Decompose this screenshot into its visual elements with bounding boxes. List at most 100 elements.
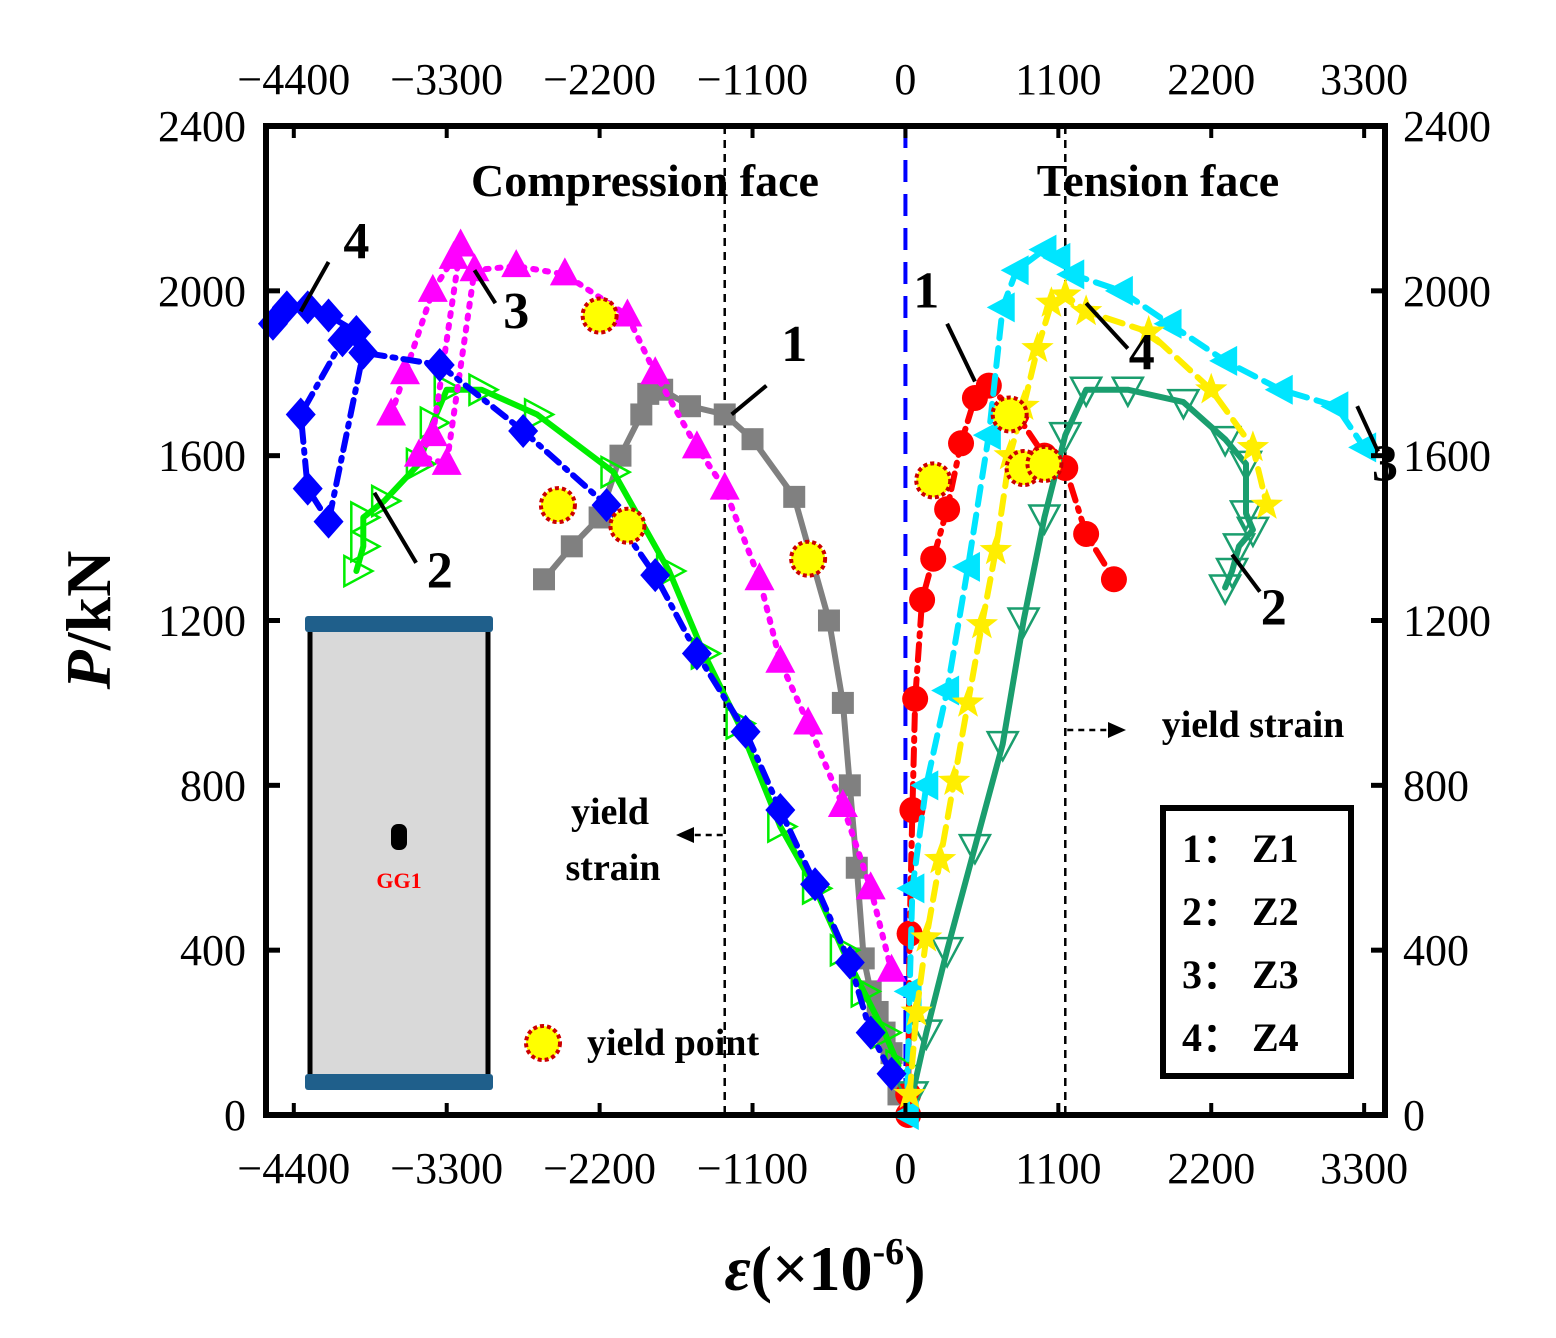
yield-point-7 xyxy=(1025,444,1064,483)
data-point-t1-15 xyxy=(1100,566,1127,593)
y-tick-label-left-4: 1600 xyxy=(158,432,246,481)
data-point-t3-12 xyxy=(1104,275,1133,306)
data-point-c3-7 xyxy=(431,446,462,475)
data-point-c2-8 xyxy=(523,397,556,432)
data-point-t4-1 xyxy=(900,995,933,1026)
y-tick-label-right-6: 2400 xyxy=(1403,102,1491,151)
y-tick-label-left-1: 400 xyxy=(180,926,246,975)
x-tick-label-bottom-4: 0 xyxy=(894,1144,916,1193)
data-point-c1-11 xyxy=(817,609,840,632)
data-point-c4-1 xyxy=(271,290,302,325)
x-tick-label-bottom-6: 2200 xyxy=(1167,1144,1255,1193)
legend-entry-1: 1： Z1 xyxy=(1182,826,1299,871)
data-point-t1-6 xyxy=(920,545,947,572)
data-point-t2-16 xyxy=(1215,557,1250,590)
legend: 1： Z1 2： Z2 3： Z3 4： Z4 xyxy=(1160,805,1354,1079)
data-point-c3-4 xyxy=(445,228,476,257)
data-point-c3-12 xyxy=(640,356,671,385)
data-point-t2-15 xyxy=(1221,533,1257,565)
x-tick-label-bottom-2: −2200 xyxy=(543,1144,656,1193)
data-point-c1-9 xyxy=(741,428,764,451)
data-point-t1-7 xyxy=(934,496,961,523)
data-point-c4-20 xyxy=(876,1056,907,1091)
series-line-t4 xyxy=(906,292,1270,1098)
x-tick-label-top-6: 2200 xyxy=(1167,55,1255,104)
series-label-leader-2 xyxy=(472,269,498,305)
data-point-c3-1 xyxy=(390,356,421,385)
data-point-c1-0 xyxy=(533,568,556,591)
data-point-t1-4 xyxy=(902,685,929,712)
series-label-0: 1 xyxy=(781,316,807,373)
tension-face-label: Tension face xyxy=(1037,155,1279,206)
data-point-c4-11 xyxy=(508,413,539,448)
data-point-t3-7 xyxy=(986,292,1015,323)
data-point-t3-1 xyxy=(893,976,922,1007)
legend-box xyxy=(1160,805,1354,1079)
y-axis-label: P/kN xyxy=(53,551,124,691)
series-label-leader-3 xyxy=(299,261,331,313)
data-point-c1-10 xyxy=(783,485,806,508)
data-point-t4-15 xyxy=(1195,372,1228,404)
data-point-c2-0 xyxy=(343,553,376,589)
data-point-c3-8 xyxy=(459,253,490,282)
compression-face-label: Compression face xyxy=(471,155,819,206)
data-point-c3-14 xyxy=(709,471,740,500)
data-point-t3-17 xyxy=(1348,432,1377,463)
series-line-c3 xyxy=(388,242,895,974)
series-layer xyxy=(257,228,1377,1130)
yield-strain-left-label-line2: strain xyxy=(566,847,661,889)
data-point-c2-2 xyxy=(350,500,382,535)
data-point-c1-13 xyxy=(838,774,861,797)
data-point-c3-5 xyxy=(417,418,448,447)
data-point-t3-2 xyxy=(896,873,925,904)
data-point-t2-17 xyxy=(1208,574,1243,607)
data-point-t4-16 xyxy=(1236,430,1270,462)
series-label-5: 2 xyxy=(1261,580,1287,637)
series-label-2: 3 xyxy=(503,283,529,340)
data-point-t4-0 xyxy=(893,1077,926,1109)
data-point-t4-17 xyxy=(1250,488,1283,519)
x-tick-label-top-2: −2200 xyxy=(543,55,656,104)
data-point-c4-15 xyxy=(730,714,761,749)
data-point-c4-14 xyxy=(681,636,712,671)
x-tick-label-bottom-5: 1100 xyxy=(1015,1144,1101,1193)
data-point-t2-4 xyxy=(985,730,1020,763)
series-label-leader-7 xyxy=(1084,301,1130,350)
x-tick-label-top-3: −1100 xyxy=(697,55,808,104)
data-point-c4-3 xyxy=(313,298,344,333)
series-t2 xyxy=(895,376,1271,1114)
y-tick-label-left-0: 0 xyxy=(224,1091,246,1140)
data-point-t3-8 xyxy=(1000,255,1029,286)
data-point-c1-3 xyxy=(609,444,632,467)
data-point-t3-6 xyxy=(972,420,1001,451)
data-point-c4-8 xyxy=(313,504,344,539)
y-tick-label-left-2: 800 xyxy=(180,761,246,810)
x-tick-label-top-7: 3300 xyxy=(1320,55,1408,104)
y-axis-label-unit: /kN xyxy=(53,551,124,652)
data-point-c3-2 xyxy=(417,273,448,302)
x-tick-label-top-5: 1100 xyxy=(1015,55,1101,104)
data-point-t2-11 xyxy=(1208,425,1243,458)
data-point-c2-6 xyxy=(433,372,466,407)
data-point-c1-1 xyxy=(560,535,583,558)
data-point-t4-7 xyxy=(979,533,1012,565)
y-tick-label-right-0: 0 xyxy=(1403,1091,1425,1140)
data-point-t2-7 xyxy=(1048,421,1083,454)
data-point-c2-16 xyxy=(850,974,883,1009)
x-tick-label-bottom-3: −1100 xyxy=(697,1144,808,1193)
series-line-t2 xyxy=(909,386,1256,1098)
yield-point-key: yield point xyxy=(524,1022,759,1064)
data-point-t2-13 xyxy=(1228,500,1264,533)
yield-point-0 xyxy=(580,296,619,335)
x-tick-label-bottom-1: −3300 xyxy=(390,1144,503,1193)
yield-strain-right-label: yield strain xyxy=(1162,704,1345,746)
data-point-c4-16 xyxy=(765,793,796,828)
series-label-leader-5 xyxy=(1230,553,1262,593)
y-tick-label-left-5: 2000 xyxy=(158,267,246,316)
data-point-t2-1 xyxy=(909,1019,944,1052)
data-point-c3-0 xyxy=(376,397,407,426)
strain-gauge-marker xyxy=(391,824,407,850)
data-point-t4-3 xyxy=(924,842,957,874)
x-tick-label-top-0: −4400 xyxy=(237,55,350,104)
